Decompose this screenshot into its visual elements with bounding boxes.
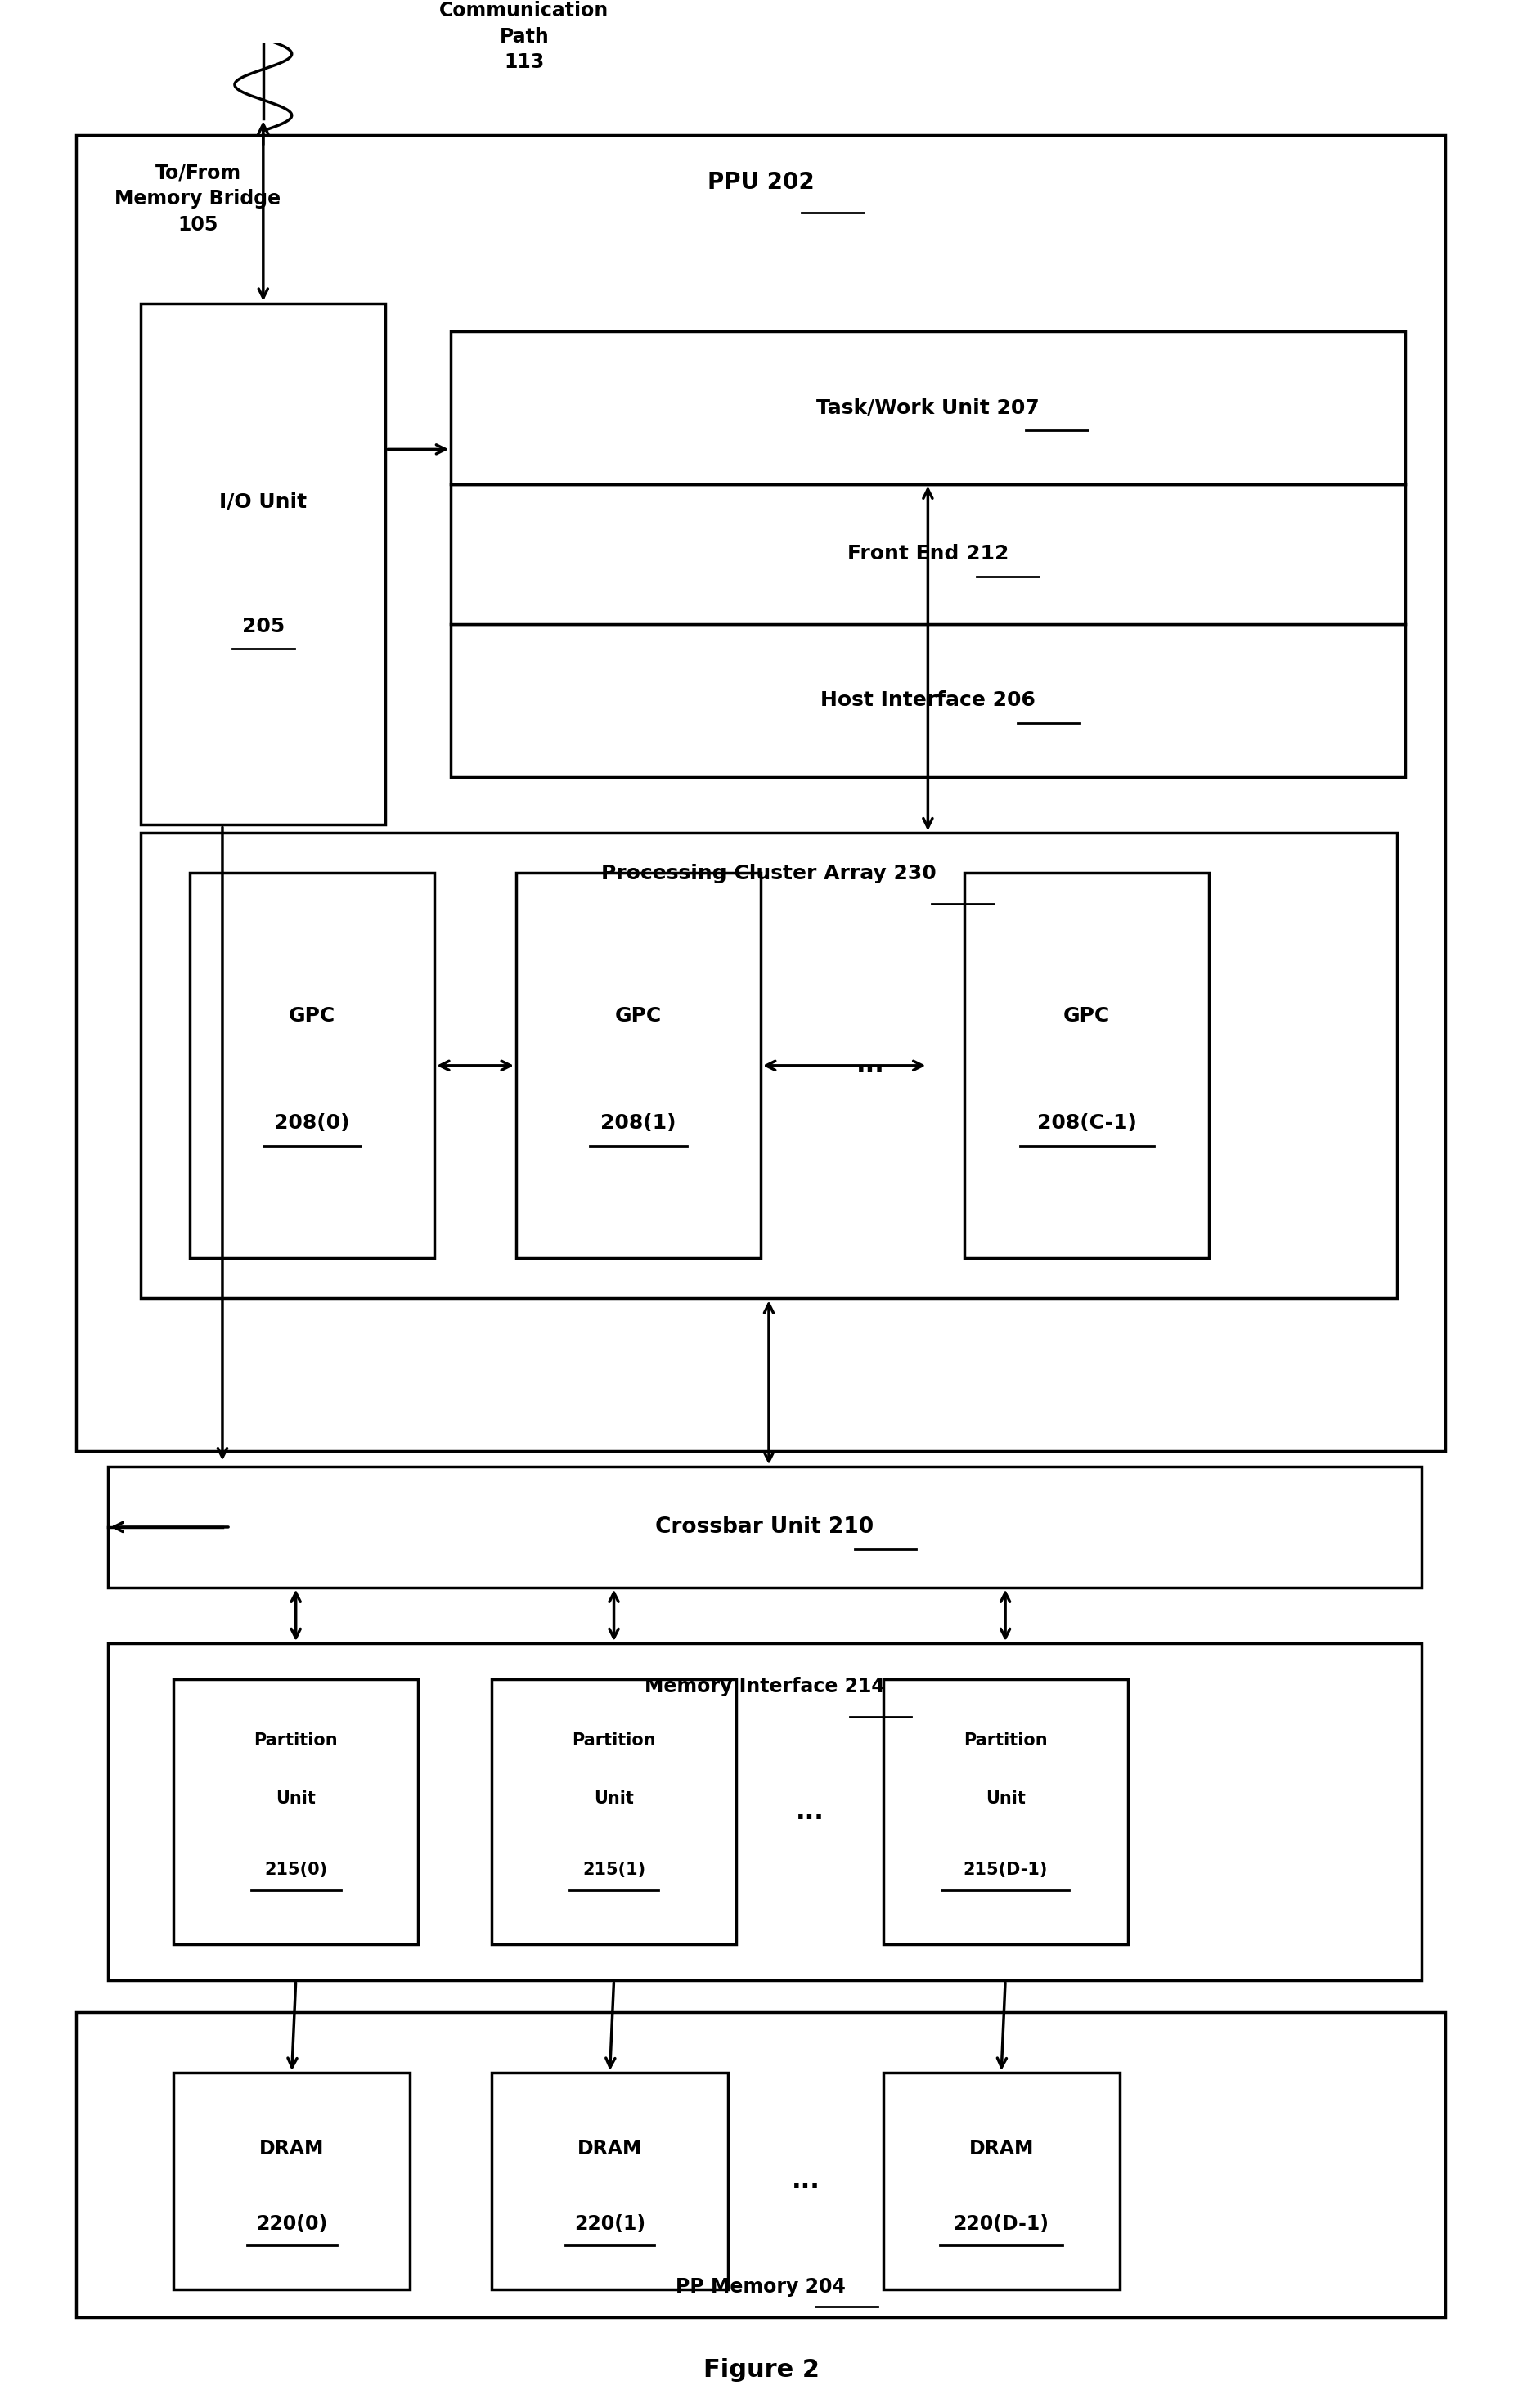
FancyBboxPatch shape	[190, 874, 434, 1259]
FancyBboxPatch shape	[76, 135, 1445, 1450]
Text: GPC: GPC	[289, 1007, 335, 1026]
Text: GPC: GPC	[1063, 1007, 1110, 1026]
Text: Processing Cluster Array 230: Processing Cluster Array 230	[602, 864, 937, 884]
Text: 208(C-1): 208(C-1)	[1037, 1112, 1136, 1134]
Text: I/O Unit: I/O Unit	[219, 491, 308, 510]
FancyBboxPatch shape	[516, 874, 760, 1259]
FancyBboxPatch shape	[108, 1466, 1421, 1587]
Text: ...: ...	[795, 1801, 824, 1823]
Text: Unit: Unit	[594, 1792, 634, 1806]
FancyBboxPatch shape	[76, 2013, 1445, 2316]
Text: PPU 202: PPU 202	[707, 171, 815, 193]
Text: 205: 205	[242, 616, 285, 636]
FancyBboxPatch shape	[451, 484, 1404, 624]
Text: Communication
Path
113: Communication Path 113	[440, 0, 609, 72]
FancyBboxPatch shape	[883, 2073, 1119, 2290]
Text: 220(1): 220(1)	[574, 2215, 646, 2235]
Text: 208(0): 208(0)	[274, 1112, 350, 1134]
Text: Partition: Partition	[964, 1731, 1048, 1748]
Text: 220(0): 220(0)	[256, 2215, 327, 2235]
Text: To/From
Memory Bridge
105: To/From Memory Bridge 105	[114, 164, 282, 234]
Text: Host Interface 206: Host Interface 206	[821, 691, 1036, 710]
Text: GPC: GPC	[615, 1007, 663, 1026]
Text: 220(D-1): 220(D-1)	[953, 2215, 1049, 2235]
FancyBboxPatch shape	[492, 1678, 736, 1943]
FancyBboxPatch shape	[142, 833, 1397, 1298]
FancyBboxPatch shape	[451, 332, 1404, 484]
Text: DRAM: DRAM	[259, 2138, 324, 2158]
Text: 215(1): 215(1)	[582, 1861, 646, 1878]
FancyBboxPatch shape	[964, 874, 1209, 1259]
Text: PP Memory 204: PP Memory 204	[676, 2278, 845, 2297]
Text: Figure 2: Figure 2	[704, 2357, 819, 2382]
Text: Front End 212: Front End 212	[847, 544, 1008, 563]
FancyBboxPatch shape	[174, 2073, 410, 2290]
Text: 208(1): 208(1)	[600, 1112, 676, 1134]
FancyBboxPatch shape	[108, 1642, 1421, 1979]
Text: ...: ...	[856, 1055, 885, 1076]
Text: Partition: Partition	[573, 1731, 656, 1748]
FancyBboxPatch shape	[174, 1678, 419, 1943]
Text: Partition: Partition	[254, 1731, 338, 1748]
Text: Unit: Unit	[276, 1792, 315, 1806]
Text: 215(D-1): 215(D-1)	[963, 1861, 1048, 1878]
FancyBboxPatch shape	[451, 624, 1404, 778]
FancyBboxPatch shape	[142, 303, 385, 826]
Text: Memory Interface 214: Memory Interface 214	[644, 1676, 885, 1698]
Text: Task/Work Unit 207: Task/Work Unit 207	[816, 397, 1039, 417]
Text: Unit: Unit	[985, 1792, 1025, 1806]
Text: 215(0): 215(0)	[265, 1861, 327, 1878]
FancyBboxPatch shape	[883, 1678, 1127, 1943]
FancyBboxPatch shape	[492, 2073, 728, 2290]
Text: DRAM: DRAM	[577, 2138, 643, 2158]
Text: ...: ...	[792, 2170, 819, 2194]
Text: Crossbar Unit 210: Crossbar Unit 210	[655, 1517, 874, 1539]
Text: DRAM: DRAM	[969, 2138, 1034, 2158]
